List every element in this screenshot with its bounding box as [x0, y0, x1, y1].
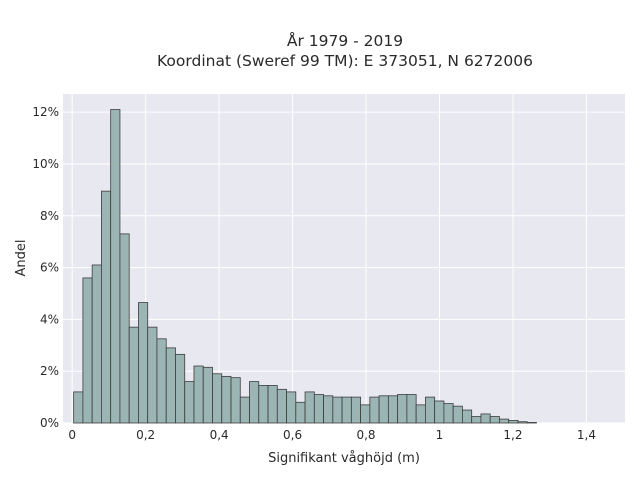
histogram-bar: [202, 366, 213, 424]
histogram-bar: [369, 396, 380, 424]
histogram-bar: [221, 375, 232, 424]
histogram-bar: [249, 381, 260, 424]
histogram-bar: [212, 373, 223, 424]
histogram-bar: [138, 302, 149, 424]
x-tick-label: 1,2: [503, 428, 522, 442]
histogram-bar: [332, 396, 343, 424]
histogram-bar: [230, 377, 241, 424]
x-axis-title: Signifikant våghöjd (m): [268, 451, 420, 466]
y-tick-label: 4%: [40, 312, 59, 326]
histogram-bar: [424, 396, 436, 424]
histogram-bar: [499, 418, 510, 424]
histogram-bar: [73, 391, 84, 424]
histogram-bar: [110, 109, 121, 424]
histogram-bar: [101, 190, 112, 424]
histogram-bar: [323, 395, 334, 424]
histogram-bar: [360, 404, 371, 424]
histogram-bar: [517, 421, 528, 424]
histogram-bar: [415, 404, 426, 424]
y-tick-label: 6%: [40, 261, 59, 275]
y-tick-label: 2%: [40, 364, 59, 378]
histogram-bar: [462, 409, 473, 424]
x-tick-label: 0,6: [283, 428, 302, 442]
histogram-bar: [184, 381, 195, 424]
histogram-bar: [526, 422, 537, 424]
histogram-bar: [165, 347, 176, 424]
histogram-bar: [276, 388, 287, 424]
y-axis-title: Andel: [14, 240, 29, 277]
x-tick-labels: 0 0,2 0,4 0,6 0,8 1 1,2 1,4: [68, 428, 596, 442]
histogram-bar: [434, 400, 445, 424]
y-tick-label: 10%: [32, 157, 59, 171]
histogram-bar: [443, 403, 454, 424]
histogram-bar: [267, 385, 278, 424]
histogram-bar: [304, 391, 315, 424]
histogram-bar: [471, 416, 482, 424]
histogram-bar: [489, 416, 500, 424]
histogram-bar: [91, 264, 102, 424]
x-tick-label: 1: [436, 428, 444, 442]
histogram-bar: [295, 401, 306, 424]
y-tick-label: 12%: [32, 105, 59, 119]
x-tick-label: 0,8: [356, 428, 375, 442]
histogram-bar: [378, 395, 389, 424]
y-tick-label: 0%: [40, 416, 59, 430]
histogram-bar: [239, 396, 250, 424]
chart-title: År 1979 - 2019: [287, 31, 403, 50]
y-tick-labels: 0% 2% 4% 6% 8% 10% 12%: [32, 105, 59, 430]
histogram-bar: [175, 353, 186, 424]
histogram-bar: [258, 385, 269, 424]
histogram-bar: [480, 413, 491, 424]
x-tick-label: 0: [68, 428, 76, 442]
x-tick-label: 1,4: [577, 428, 596, 442]
x-tick-label: 0,2: [136, 428, 155, 442]
histogram-bar: [313, 394, 324, 424]
histogram-bar: [193, 365, 204, 424]
histogram-bar: [350, 396, 362, 424]
histogram-bar: [286, 391, 297, 424]
chart-subtitle: Koordinat (Sweref 99 TM): E 373051, N 62…: [157, 52, 533, 70]
histogram-bar: [119, 233, 130, 424]
histogram-bar: [508, 420, 519, 424]
histogram-bar: [387, 395, 399, 424]
histogram-bar: [128, 326, 139, 424]
histogram-bar: [147, 326, 158, 424]
histogram-bar: [341, 396, 352, 424]
histogram-bar: [397, 394, 408, 424]
y-tick-label: 8%: [40, 209, 59, 223]
histogram-bar: [156, 338, 167, 424]
histogram-bar: [452, 405, 463, 424]
histogram-bar: [82, 277, 93, 424]
histogram-bar: [406, 394, 417, 424]
x-tick-label: 0,4: [210, 428, 229, 442]
bars-layer: [73, 109, 537, 424]
